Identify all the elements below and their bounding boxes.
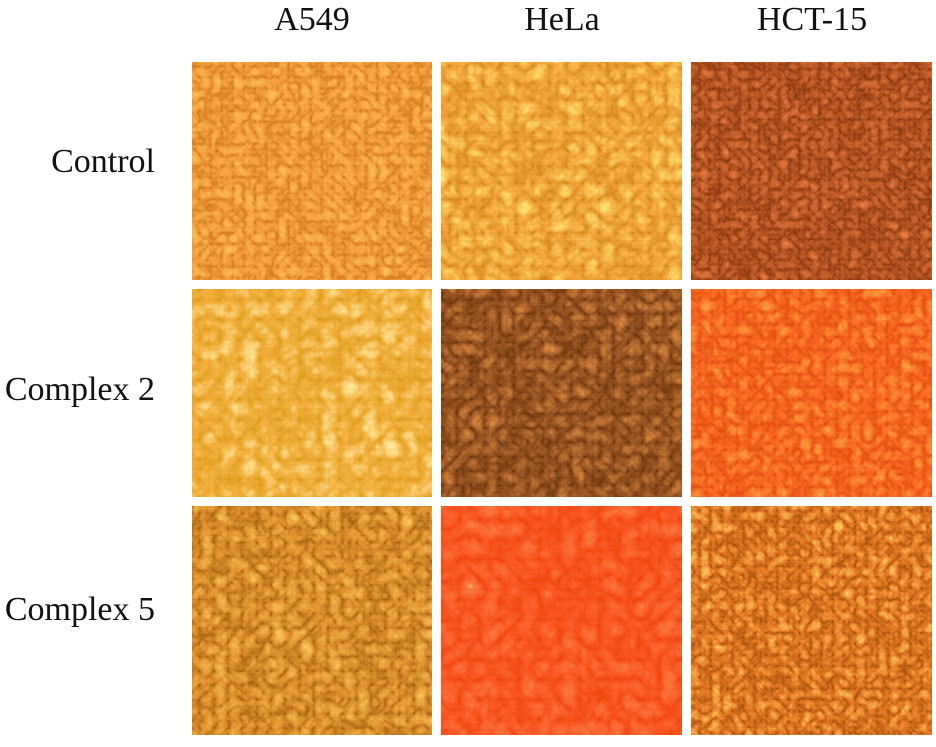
micrograph xyxy=(192,289,432,497)
column-label: HeLa xyxy=(524,1,600,38)
micrograph xyxy=(441,506,682,735)
column-label: A549 xyxy=(274,1,350,38)
row-label: Complex 5 xyxy=(5,591,155,628)
micrograph xyxy=(691,62,932,280)
row-label: Complex 2 xyxy=(5,371,155,408)
micrograph xyxy=(441,289,682,497)
column-label: HCT-15 xyxy=(757,1,867,38)
micrograph xyxy=(192,506,432,735)
micrograph xyxy=(441,62,682,280)
micrograph xyxy=(691,289,932,497)
micrograph xyxy=(192,62,432,280)
row-label: Control xyxy=(51,143,155,180)
micrograph xyxy=(691,506,932,735)
